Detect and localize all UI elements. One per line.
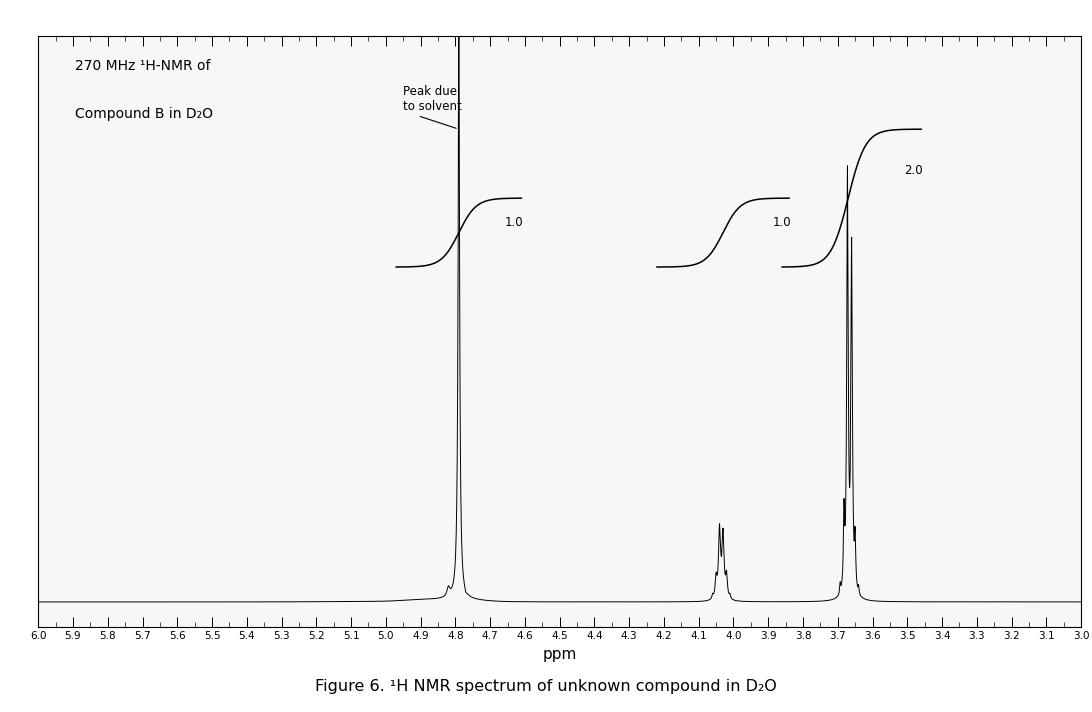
Text: 1.0: 1.0	[772, 216, 791, 229]
Text: 2.0: 2.0	[904, 164, 923, 177]
Text: Peak due
to solvent: Peak due to solvent	[403, 85, 462, 128]
X-axis label: ppm: ppm	[543, 647, 577, 662]
Text: 1.0: 1.0	[505, 216, 523, 229]
Text: Figure 6. ¹H NMR spectrum of unknown compound in D₂O: Figure 6. ¹H NMR spectrum of unknown com…	[316, 679, 776, 694]
Text: Compound B in D₂O: Compound B in D₂O	[74, 107, 213, 120]
Text: 270 MHz ¹H-NMR of: 270 MHz ¹H-NMR of	[74, 59, 211, 73]
